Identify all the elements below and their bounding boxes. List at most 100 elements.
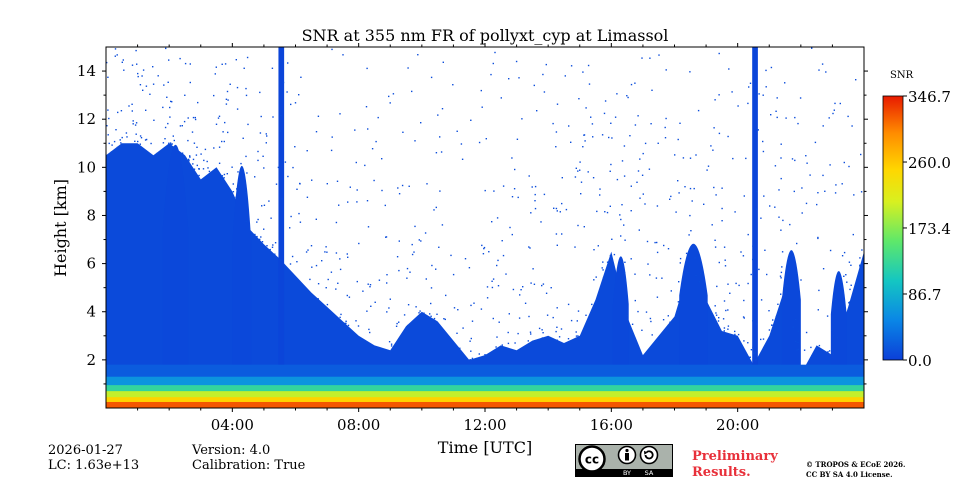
noise-pixel: [414, 225, 416, 228]
noise-pixel: [714, 305, 716, 307]
noise-pixel: [717, 320, 720, 322]
noise-pixel: [601, 134, 604, 136]
noise-pixel: [222, 131, 224, 133]
noise-pixel: [667, 248, 670, 250]
footer-middle: Version: 4.0 Calibration: True: [192, 443, 305, 473]
noise-pixel: [611, 137, 613, 139]
noise-pixel: [570, 65, 573, 67]
noise-pixel: [386, 282, 388, 284]
noise-pixel: [491, 280, 493, 282]
noise-pixel: [414, 140, 416, 142]
colorbar-tick-label: 346.7: [908, 88, 951, 106]
noise-pixel: [546, 314, 549, 316]
noise-pixel: [152, 66, 154, 68]
noise-pixel: [121, 136, 123, 139]
noise-pixel: [310, 245, 313, 247]
colorbar-tick-label: 260.0: [908, 154, 951, 172]
noise-pixel: [469, 359, 471, 361]
noise-pixel: [204, 148, 207, 151]
noise-pixel: [634, 299, 636, 302]
noise-pixel: [534, 200, 536, 202]
noise-pixel: [223, 177, 225, 179]
noise-pixel: [797, 122, 799, 125]
noise-pixel: [593, 279, 595, 281]
noise-pixel: [649, 317, 652, 320]
noise-pixel: [669, 198, 671, 200]
noise-pixel: [450, 254, 452, 257]
noise-pixel: [742, 255, 745, 257]
noise-pixel: [855, 79, 857, 81]
noise-pixel: [803, 349, 806, 351]
noise-pixel: [435, 206, 437, 209]
noise-pixel: [647, 263, 649, 265]
noise-pixel: [780, 143, 782, 145]
noise-pixel: [661, 277, 663, 279]
noise-pixel: [339, 258, 341, 260]
noise-pixel: [756, 323, 758, 325]
noise-pixel: [139, 143, 141, 145]
noise-pixel: [603, 112, 606, 115]
noise-pixel: [604, 100, 607, 102]
noise-pixel: [223, 140, 225, 143]
noise-pixel: [306, 196, 309, 198]
noise-pixel: [418, 239, 420, 241]
noise-pixel: [464, 258, 467, 260]
x-axis: 04:00 08:00 12:00 16:00 20:00: [137, 43, 833, 434]
noise-pixel: [137, 140, 139, 143]
noise-pixel: [845, 274, 847, 276]
noise-pixel: [224, 121, 226, 124]
noise-pixel: [727, 283, 729, 285]
noise-pixel: [171, 101, 173, 103]
y-axis-label: Height [km]: [51, 179, 70, 277]
noise-pixel: [271, 246, 274, 248]
noise-pixel: [511, 233, 513, 236]
noise-pixel: [311, 266, 313, 268]
noise-pixel: [841, 183, 843, 185]
noise-pixel: [634, 273, 636, 275]
noise-pixel: [386, 274, 388, 276]
noise-pixel: [227, 99, 229, 101]
noise-pixel: [536, 110, 538, 112]
noise-pixel: [832, 112, 834, 115]
noise-pixel: [619, 214, 621, 216]
noise-pixel: [716, 285, 718, 288]
noise-pixel: [757, 129, 759, 131]
noise-pixel: [604, 211, 606, 213]
noise-pixel: [623, 145, 626, 147]
noise-pixel: [369, 331, 371, 334]
noise-pixel: [340, 313, 342, 316]
noise-pixel: [374, 301, 376, 303]
noise-pixel: [254, 233, 256, 236]
noise-pixel: [786, 285, 788, 287]
noise-pixel: [419, 310, 421, 312]
noise-pixel: [637, 115, 639, 117]
noise-pixel: [452, 84, 454, 86]
noise-pixel: [735, 282, 737, 285]
noise-pixel: [837, 272, 840, 274]
noise-pixel: [294, 102, 297, 104]
noise-pixel: [646, 240, 649, 243]
noise-pixel: [752, 258, 754, 261]
noise-pixel: [578, 98, 580, 100]
noise-pixel: [662, 319, 665, 321]
noise-pixel: [137, 72, 139, 75]
noise-pixel: [471, 320, 474, 322]
noise-pixel: [406, 277, 408, 279]
noise-pixel: [246, 56, 249, 59]
noise-pixel: [748, 86, 750, 88]
noise-pixel: [760, 338, 762, 341]
noise-pixel: [519, 294, 521, 296]
noise-pixel: [512, 288, 515, 291]
noise-pixel: [582, 146, 584, 148]
noise-pixel: [260, 115, 262, 118]
noise-pixel: [725, 309, 727, 312]
noise-pixel: [345, 320, 347, 322]
noise-pixel: [721, 207, 723, 210]
noise-pixel: [331, 136, 333, 138]
noise-pixel: [484, 354, 486, 356]
noise-pixel: [111, 144, 113, 146]
noise-pixel: [437, 114, 439, 116]
noise-pixel: [534, 340, 536, 342]
noise-pixel: [780, 177, 782, 180]
noise-pixel: [679, 257, 682, 260]
